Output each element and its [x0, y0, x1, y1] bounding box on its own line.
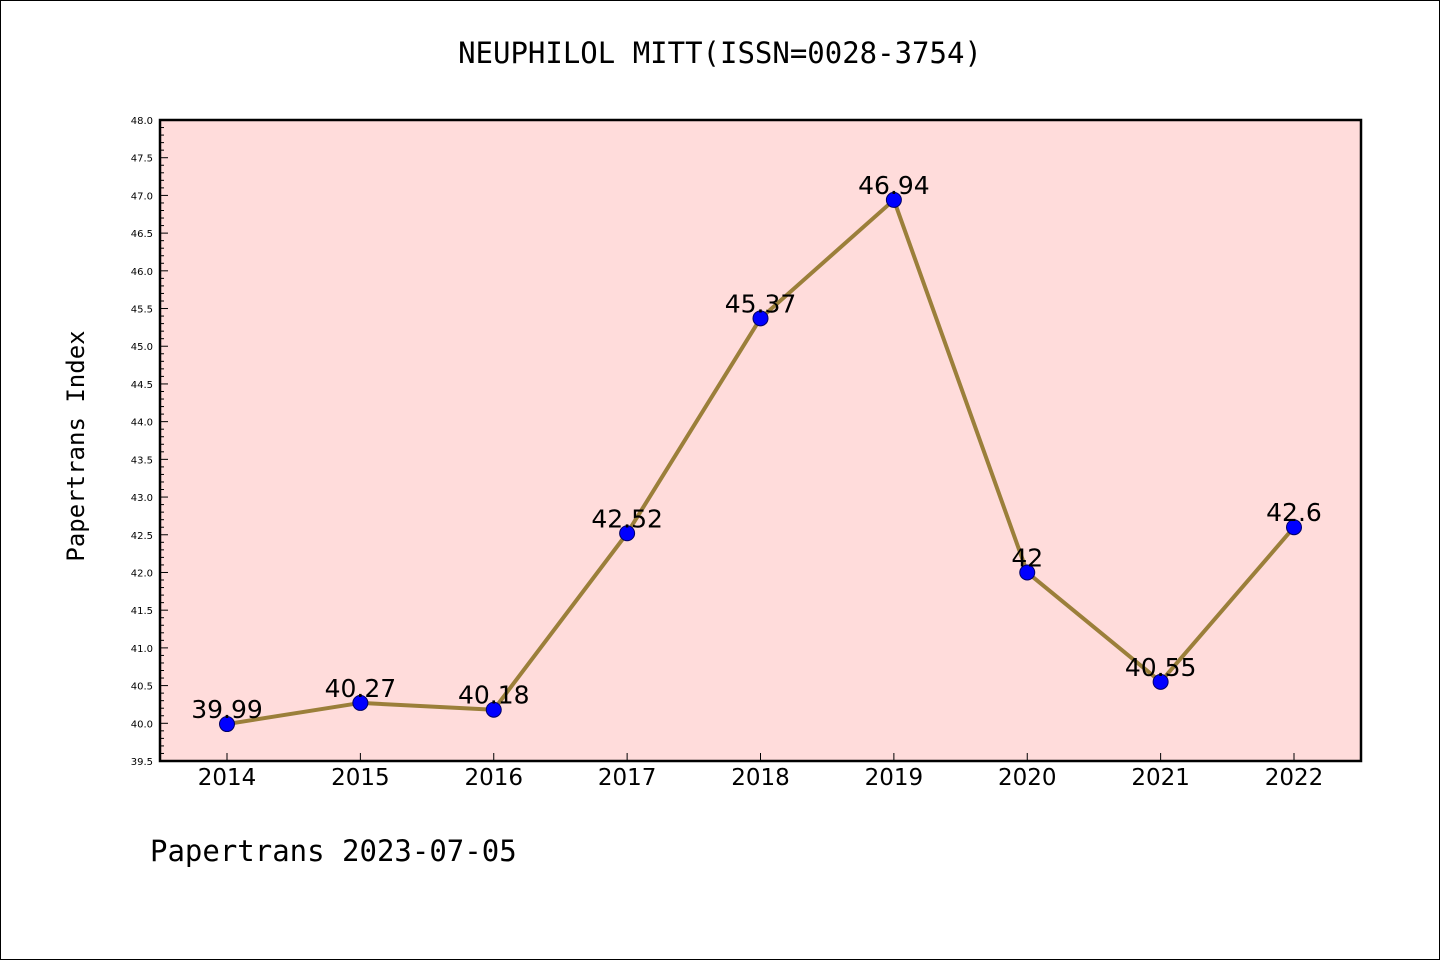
x-tick-label: 2018 — [731, 765, 790, 791]
data-labels: 39.99 40.27 40.18 42.52 45.37 46.94 42 40.55 42.… — [191, 171, 1322, 724]
plot-border — [158, 118, 1363, 763]
y-tick-label: 40.0 — [131, 719, 153, 730]
y-tick-label: 45.0 — [131, 342, 153, 353]
x-tick-label: 2016 — [464, 765, 523, 791]
data-point — [619, 525, 636, 542]
data-label: 40.27 — [325, 674, 397, 703]
x-tick-label: 2014 — [198, 765, 257, 791]
data-point — [352, 694, 369, 711]
y-tick-label: 41.5 — [131, 606, 153, 617]
x-tick-label: 2019 — [865, 765, 924, 791]
y-tick-label: 40.5 — [131, 682, 153, 693]
y-tick-label: 46.5 — [131, 229, 153, 240]
y-tick-label: 48.0 — [131, 116, 153, 127]
y-tick-label: 45.5 — [131, 305, 153, 316]
data-label: 45.37 — [725, 289, 797, 318]
y-axis: 39.5 40.0 40.5 41.0 41.5 42.0 42.5 43.0 43.5 44.0… — [131, 116, 168, 768]
data-point — [219, 716, 235, 733]
data-label: 42.6 — [1266, 498, 1322, 527]
y-tick-label: 39.5 — [131, 757, 153, 768]
data-label: 42 — [1011, 543, 1043, 572]
x-tick-label: 2021 — [1131, 765, 1190, 791]
data-point — [1019, 564, 1036, 581]
data-point — [485, 701, 502, 718]
x-tick-label: 2020 — [998, 765, 1057, 791]
y-tick-label: 46.0 — [131, 267, 153, 278]
y-tick-label: 44.0 — [131, 418, 153, 429]
data-label: 42.52 — [591, 504, 663, 533]
y-tick-label: 44.5 — [131, 380, 153, 391]
data-point — [752, 310, 769, 327]
x-axis: 2014 2015 2016 2017 2018 2019 2020 2021 2022 — [198, 753, 1324, 791]
y-tick-label: 42.0 — [131, 568, 153, 579]
y-tick-label: 43.5 — [131, 455, 153, 466]
data-label: 46.94 — [858, 171, 930, 200]
data-label: 40.18 — [458, 681, 530, 710]
y-tick-label: 42.5 — [131, 531, 153, 542]
y-tick-label: 47.0 — [131, 191, 153, 202]
data-label: 39.99 — [191, 695, 263, 724]
plot-area — [160, 120, 1361, 761]
x-tick-label: 2017 — [598, 765, 657, 791]
footer-text: Papertrans 2023-07-05 — [150, 834, 517, 868]
data-point — [885, 191, 902, 208]
chart-title: NEUPHILOL MITT(ISSN=0028-3754) — [458, 36, 982, 70]
y-tick-label: 41.0 — [131, 644, 153, 655]
y-tick-label: 47.5 — [131, 154, 153, 165]
y-tick-label: 43.0 — [131, 493, 153, 504]
data-point — [1152, 673, 1169, 690]
x-tick-label: 2022 — [1265, 765, 1324, 791]
data-label: 40.55 — [1125, 653, 1197, 682]
data-points — [219, 191, 1302, 733]
data-point — [1286, 519, 1302, 536]
x-tick-label: 2015 — [331, 765, 390, 791]
